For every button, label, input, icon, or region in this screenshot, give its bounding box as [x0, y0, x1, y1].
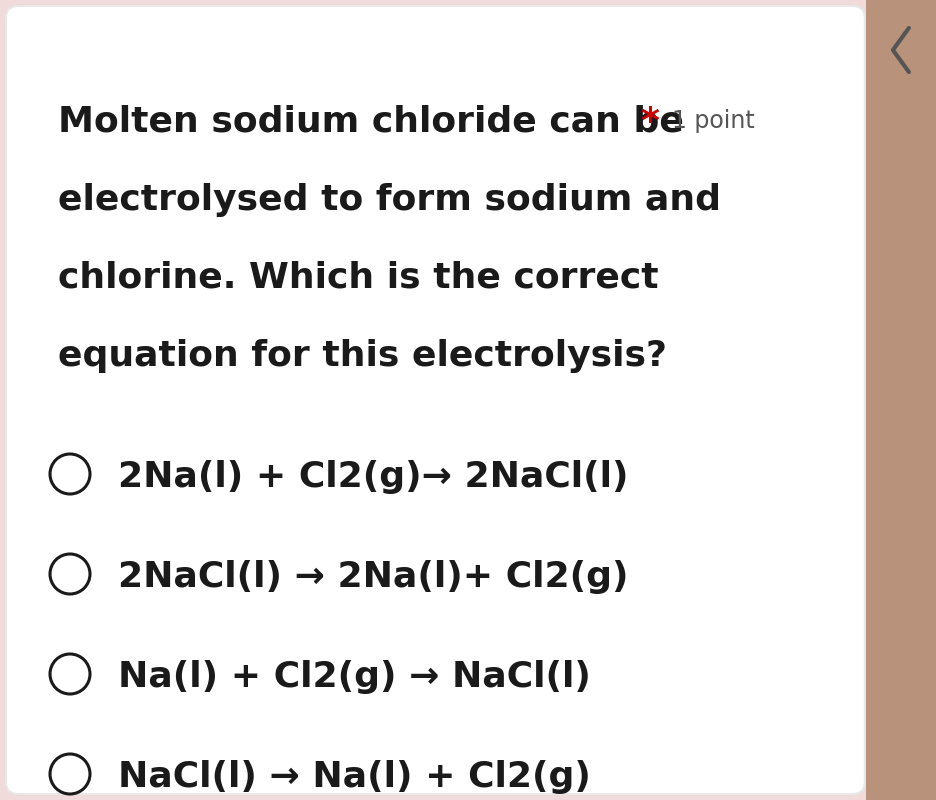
Text: equation for this electrolysis?: equation for this electrolysis?	[58, 339, 667, 373]
Text: *: *	[640, 105, 659, 139]
Text: 2NaCl(l) → 2Na(l)+ Cl2(g): 2NaCl(l) → 2Na(l)+ Cl2(g)	[118, 560, 628, 594]
Text: NaCl(l) → Na(l) + Cl2(g): NaCl(l) → Na(l) + Cl2(g)	[118, 760, 591, 794]
Bar	[866, 0, 936, 800]
Text: 2Na(l) + Cl2(g)→ 2NaCl(l): 2Na(l) + Cl2(g)→ 2NaCl(l)	[118, 460, 628, 494]
Text: Na(l) + Cl2(g) → NaCl(l): Na(l) + Cl2(g) → NaCl(l)	[118, 660, 591, 694]
Text: chlorine. Which is the correct: chlorine. Which is the correct	[58, 261, 659, 295]
Text: electrolysed to form sodium and: electrolysed to form sodium and	[58, 183, 721, 217]
Text: Molten sodium chloride can be: Molten sodium chloride can be	[58, 105, 684, 139]
Text: 1 point: 1 point	[672, 109, 754, 133]
FancyBboxPatch shape	[6, 6, 865, 794]
